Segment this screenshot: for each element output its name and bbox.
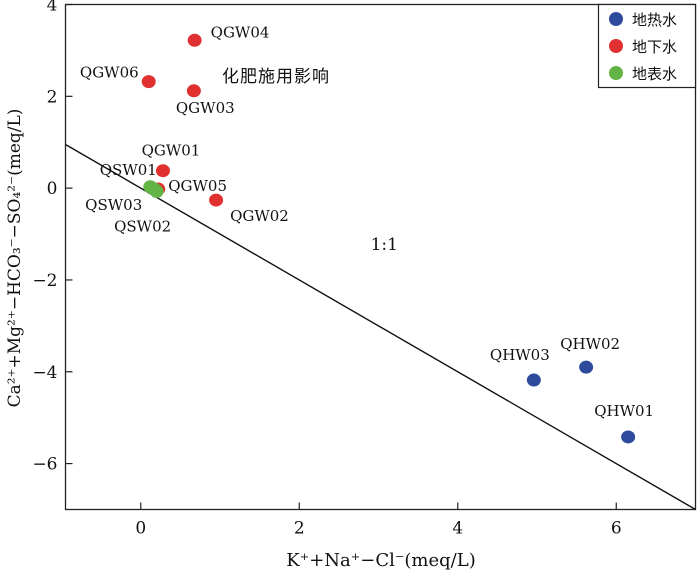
point-label: QGW02 xyxy=(230,207,289,225)
one-to-one-label: 1:1 xyxy=(371,235,398,255)
point-label: QGW06 xyxy=(80,64,139,82)
point-labels: QHW03 QHW02 QHW01 QGW04 QGW06 QGW03 QGW01 QGW05… xyxy=(80,23,654,420)
point-label: QHW02 xyxy=(560,335,620,353)
x-axis: 0 2 4 6 xyxy=(135,502,622,539)
legend-label-geothermal: 地热水 xyxy=(632,11,677,29)
data-point xyxy=(526,373,541,387)
y-tick-label: −2 xyxy=(32,271,57,291)
point-label: QHW01 xyxy=(594,402,654,420)
data-point xyxy=(579,360,594,374)
legend-marker-groundwater xyxy=(609,39,623,53)
point-label: QHW03 xyxy=(490,346,550,364)
point-label: QGW05 xyxy=(168,177,227,195)
y-tick-label: 2 xyxy=(47,87,58,107)
fertilizer-annotation: 化肥施用影响 xyxy=(222,67,330,87)
data-point xyxy=(186,84,201,98)
y-axis: 4 2 0 −2 −4 −6 xyxy=(32,0,73,475)
legend-label-groundwater: 地下水 xyxy=(632,38,677,56)
point-label: QGW01 xyxy=(142,142,201,160)
x-tick-label: 6 xyxy=(611,519,622,539)
data-point xyxy=(187,33,202,47)
legend-marker-geothermal xyxy=(609,12,623,26)
x-tick-label: 0 xyxy=(135,519,146,539)
data-point xyxy=(155,164,170,178)
one-to-one-line xyxy=(65,143,696,511)
x-tick-label: 2 xyxy=(294,519,305,539)
point-label: QSW03 xyxy=(85,196,142,214)
legend-marker-surface-water xyxy=(609,66,623,80)
point-label: QGW03 xyxy=(176,99,235,117)
y-tick-label: 0 xyxy=(47,179,58,199)
legend: 地热水 地下水 地表水 xyxy=(597,3,697,89)
y-tick-label: −6 xyxy=(32,455,57,475)
y-tick-label: −4 xyxy=(32,363,57,383)
data-point xyxy=(621,430,636,444)
x-tick-label: 4 xyxy=(452,519,463,539)
data-point xyxy=(149,184,164,198)
y-tick-label: 4 xyxy=(47,0,58,16)
data-points xyxy=(141,33,636,444)
data-point xyxy=(209,193,224,207)
legend-label-surface-water: 地表水 xyxy=(632,65,677,83)
point-label: QSW01 xyxy=(100,161,157,179)
y-axis-title: Ca²⁺+Mg²⁺−HCO₃⁻−SO₄²⁻(meq/L) xyxy=(5,109,25,408)
plot-frame xyxy=(64,3,697,511)
point-label: QSW02 xyxy=(114,217,171,235)
point-label: QGW04 xyxy=(211,23,270,41)
data-point xyxy=(141,75,156,89)
x-axis-title: K⁺+Na⁺−Cl⁻(meq/L) xyxy=(286,550,475,571)
